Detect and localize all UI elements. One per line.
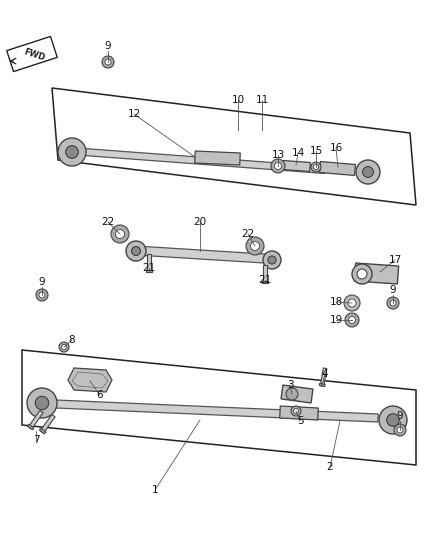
Circle shape — [314, 165, 318, 169]
Text: 8: 8 — [69, 335, 75, 345]
Circle shape — [356, 160, 380, 184]
Circle shape — [344, 295, 360, 311]
Circle shape — [390, 300, 396, 306]
Text: 15: 15 — [309, 146, 323, 156]
Circle shape — [105, 59, 111, 65]
Circle shape — [352, 264, 372, 284]
Polygon shape — [283, 160, 311, 172]
Text: 20: 20 — [194, 217, 207, 227]
Polygon shape — [146, 270, 152, 272]
Circle shape — [66, 146, 78, 158]
Circle shape — [251, 241, 259, 251]
Circle shape — [131, 246, 141, 255]
Circle shape — [275, 163, 282, 169]
Text: 9: 9 — [39, 277, 45, 287]
Text: 21: 21 — [258, 275, 272, 285]
Polygon shape — [320, 368, 327, 386]
Text: 13: 13 — [272, 150, 285, 160]
Circle shape — [59, 342, 69, 352]
Text: 4: 4 — [321, 369, 328, 379]
Polygon shape — [28, 410, 43, 429]
Text: 1: 1 — [152, 485, 158, 495]
Circle shape — [291, 406, 301, 416]
Circle shape — [387, 414, 399, 426]
Polygon shape — [320, 161, 356, 175]
Text: 18: 18 — [329, 297, 343, 307]
Polygon shape — [28, 424, 34, 430]
Circle shape — [394, 424, 406, 436]
Text: 22: 22 — [101, 217, 115, 227]
Text: 9: 9 — [105, 41, 111, 51]
Circle shape — [387, 297, 399, 309]
Text: 17: 17 — [389, 255, 402, 265]
Polygon shape — [39, 428, 46, 434]
Circle shape — [111, 225, 129, 243]
Text: 21: 21 — [142, 263, 155, 273]
Circle shape — [348, 299, 356, 307]
Circle shape — [357, 269, 367, 279]
Text: 5: 5 — [297, 416, 303, 426]
Text: 3: 3 — [287, 380, 293, 390]
Text: FWD: FWD — [22, 47, 46, 63]
Circle shape — [293, 408, 299, 414]
Polygon shape — [263, 265, 267, 283]
Polygon shape — [319, 383, 325, 386]
Circle shape — [311, 162, 321, 172]
Circle shape — [268, 256, 276, 264]
Text: 10: 10 — [231, 95, 244, 105]
Circle shape — [27, 388, 57, 418]
Text: 19: 19 — [329, 315, 343, 325]
Text: 22: 22 — [241, 229, 254, 239]
Circle shape — [271, 159, 285, 173]
Text: 14: 14 — [291, 148, 304, 158]
Polygon shape — [262, 281, 268, 283]
Text: 9: 9 — [390, 285, 396, 295]
Circle shape — [379, 406, 407, 434]
Text: 11: 11 — [255, 95, 268, 105]
Circle shape — [102, 56, 114, 68]
Polygon shape — [280, 406, 318, 420]
Circle shape — [349, 317, 356, 324]
Circle shape — [286, 388, 298, 400]
Circle shape — [58, 138, 86, 166]
Polygon shape — [144, 246, 272, 263]
Circle shape — [36, 289, 48, 301]
Polygon shape — [147, 254, 151, 272]
Polygon shape — [56, 400, 378, 422]
Polygon shape — [40, 415, 55, 433]
Circle shape — [263, 251, 281, 269]
Polygon shape — [195, 151, 240, 165]
Circle shape — [116, 230, 124, 238]
Circle shape — [363, 167, 374, 177]
Text: 6: 6 — [97, 390, 103, 400]
Circle shape — [35, 396, 49, 410]
Polygon shape — [354, 263, 399, 284]
Circle shape — [345, 313, 359, 327]
Text: 2: 2 — [327, 462, 333, 472]
Circle shape — [126, 241, 146, 261]
Polygon shape — [84, 149, 325, 173]
Text: 16: 16 — [329, 143, 343, 153]
Circle shape — [397, 427, 403, 433]
Circle shape — [246, 237, 264, 255]
Text: 12: 12 — [127, 109, 141, 119]
Polygon shape — [281, 385, 313, 403]
Polygon shape — [7, 36, 57, 71]
Text: 7: 7 — [33, 435, 39, 445]
Circle shape — [61, 344, 67, 350]
Text: 9: 9 — [397, 411, 403, 421]
Polygon shape — [68, 368, 112, 392]
Circle shape — [39, 292, 45, 298]
